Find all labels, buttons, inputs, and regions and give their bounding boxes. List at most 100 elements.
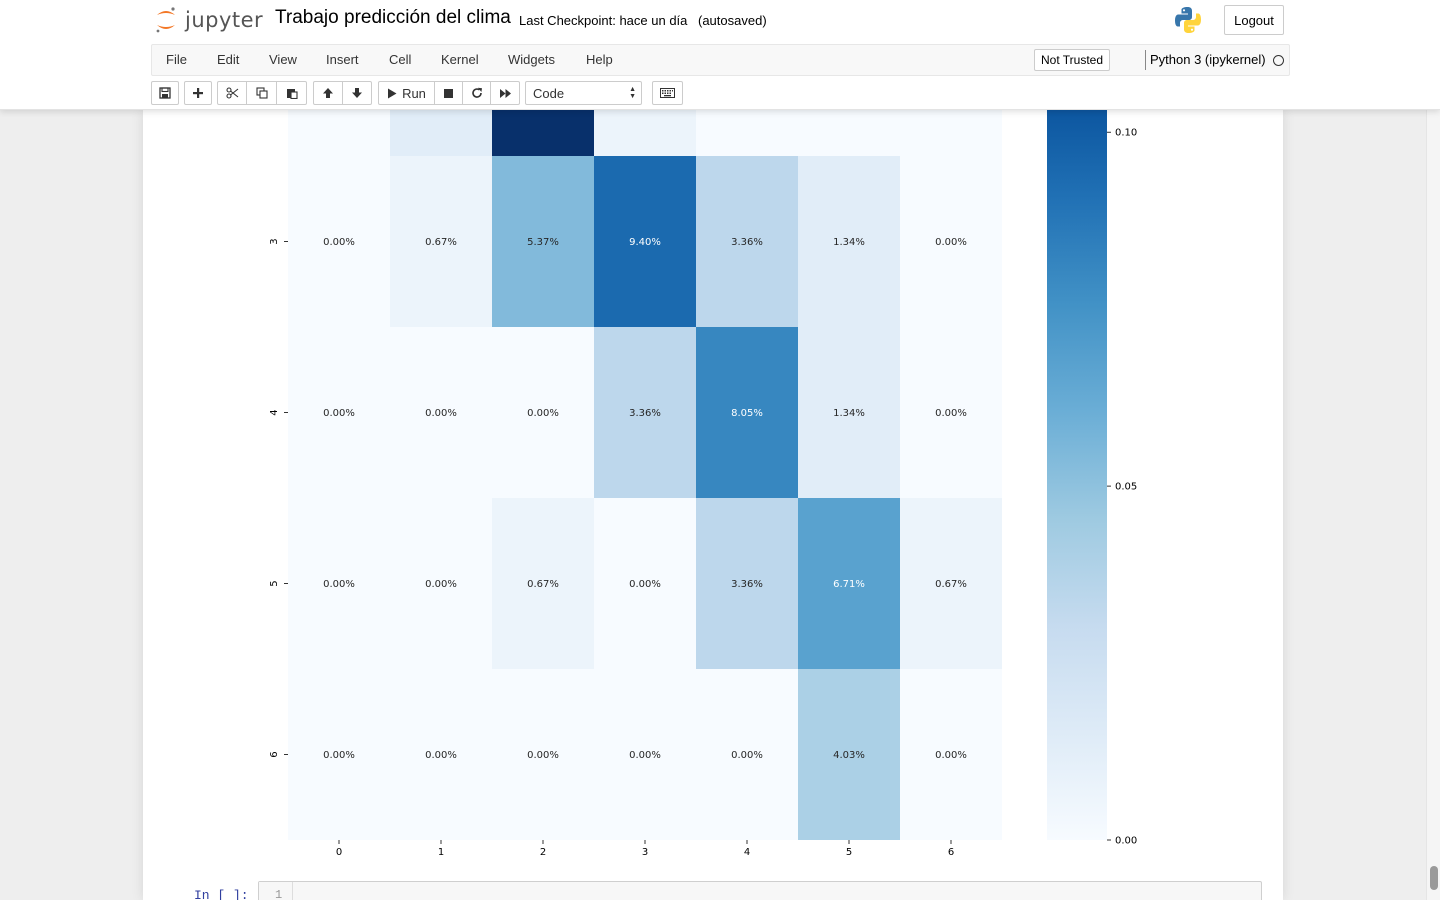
move-down-button[interactable] [342,81,372,105]
move-up-button[interactable] [313,81,343,105]
heatmap-cell-label: 0.00% [629,750,661,761]
heatmap-cell-label: 0.00% [935,750,967,761]
heatmap-cell [696,498,798,669]
trust-status-button[interactable]: Not Trusted [1034,49,1111,71]
restart-kernel-button[interactable] [462,81,491,105]
menu-insert[interactable]: Insert [326,52,359,67]
heatmap-cell-labels: 0.00% 0.67% 5.37% 9.40% 3.36% 1.34% 0.00% 0.00%… [323,237,967,761]
logout-button[interactable]: Logout [1224,5,1284,35]
heatmap-cell-label: 0.00% [323,579,355,590]
y-tick-label: 3 [269,238,280,244]
menu-edit[interactable]: Edit [217,52,240,67]
x-tick-label: 2 [540,847,546,858]
colorbar-ticks: 0.00 0.05 0.10 [1107,128,1137,847]
heatmap-cell-label: 0.00% [425,579,457,590]
insert-cell-button[interactable] [184,81,212,105]
jupyter-logo-icon [155,6,177,34]
colorbar-tick-label: 0.10 [1115,128,1137,139]
heatmap-cell [900,498,1002,669]
heatmap-cell [696,110,798,156]
heatmap-cell [288,669,390,840]
menu-view[interactable]: View [269,52,297,67]
interrupt-kernel-button[interactable] [434,81,463,105]
heatmap-cell-label: 0.67% [425,237,457,248]
vertical-scrollbar[interactable] [1426,110,1440,900]
jupyter-logo[interactable]: jupyter [155,5,265,35]
x-tick-label: 5 [846,847,852,858]
kernel-name[interactable]: Python 3 (ipykernel) [1150,52,1266,67]
paste-button[interactable] [276,81,307,105]
heatmap-cell-label: 0.00% [731,750,763,761]
heatmap-cell [900,327,1002,498]
heatmap-y-ticks: 3 4 5 6 [269,238,288,758]
run-button-label: Run [402,85,426,101]
cell-type-value: Code [533,85,565,101]
y-tick-label: 4 [269,409,280,415]
cut-button[interactable] [217,81,247,105]
heatmap-cell [696,156,798,327]
heatmap-cell [390,327,492,498]
x-tick-label: 4 [744,847,750,858]
code-cell-input[interactable] [258,881,1262,900]
x-tick-label: 3 [642,847,648,858]
colorbar-tick-label: 0.05 [1115,482,1137,493]
save-icon [159,87,171,99]
heatmap-cell-label: 0.00% [629,579,661,590]
heatmap-cell-label: 0.00% [323,750,355,761]
keyboard-icon [660,88,675,98]
colorbar [1047,110,1107,840]
copy-button[interactable] [246,81,277,105]
jupyter-logo-text: jupyter [185,8,264,32]
notebook-title[interactable]: Trabajo predicción del clima [275,7,511,28]
command-palette-button[interactable] [652,81,683,105]
paste-icon [286,89,298,99]
x-tick-label: 1 [438,847,444,858]
heatmap-cells [288,110,1002,840]
cell-prompt: In [ ]: [194,888,249,900]
heatmap-cell-label: 0.00% [425,408,457,419]
kernel-separator [1145,50,1146,70]
python-logo-icon [1173,5,1203,35]
heatmap-cell-label: 0.00% [527,750,559,761]
menu-cell[interactable]: Cell [389,52,412,67]
heatmap-cell-label: 5.37% [527,237,559,248]
restart-run-all-button[interactable] [490,81,520,105]
autosave-status: (autosaved) [698,13,767,28]
checkpoint-status: Last Checkpoint: hace un día [519,13,688,28]
heatmap-cell-label: 0.00% [323,408,355,419]
heatmap-cell [492,669,594,840]
heatmap-cell-label: 8.05% [731,408,763,419]
menu-widgets[interactable]: Widgets [508,52,555,67]
menu-kernel[interactable]: Kernel [441,52,479,67]
menu-file[interactable]: File [166,52,187,67]
heatmap-cell [288,327,390,498]
run-button[interactable]: Run [378,81,435,105]
heatmap-x-ticks: 0 1 2 3 4 5 6 [336,840,954,858]
scrollbar-thumb[interactable] [1430,866,1438,890]
arrow-up-icon [323,88,333,98]
heatmap-cell [900,156,1002,327]
copy-icon [255,87,268,99]
notebook-header: jupyter Trabajo predicción del clima Las… [0,0,1440,110]
heatmap-cell-label: 1.34% [833,237,865,248]
heatmap-cell-label: 9.40% [629,237,661,248]
heatmap-cell-label: 0.00% [425,750,457,761]
save-button[interactable] [151,81,179,105]
menu-help[interactable]: Help [586,52,613,67]
stop-icon [444,88,453,98]
heatmap-cell-label: 0.00% [323,237,355,248]
heatmap-cell-label: 1.34% [833,408,865,419]
heatmap-cell [288,498,390,669]
cut-icon [225,87,238,99]
heatmap-cell [594,669,696,840]
heatmap-cell [390,498,492,669]
line-number-gutter [259,882,293,900]
arrow-down-icon [352,88,362,98]
plus-icon [193,88,203,98]
heatmap-cell [594,327,696,498]
kernel-idle-indicator-icon [1273,55,1284,66]
heatmap-cell-label: 3.36% [731,579,763,590]
fast-forward-icon [499,88,511,98]
cell-type-select[interactable]: Code ▲ ▼ [525,81,642,105]
